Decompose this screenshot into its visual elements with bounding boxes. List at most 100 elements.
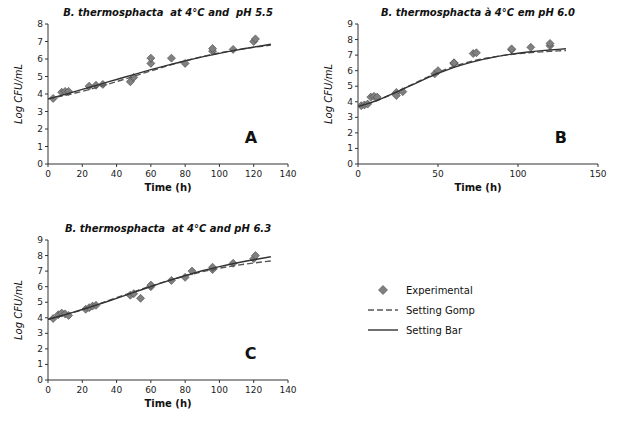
x-tick-label: 140 [279,385,296,395]
x-tick [219,380,220,383]
panel: 0501001500123456789B. thermosphacta à 4°… [323,7,607,193]
y-tick [355,164,358,165]
x-tick-label: 40 [111,169,123,179]
point [546,39,554,47]
y-tick-label: 5 [37,72,43,82]
x-axis-line [358,164,598,165]
y-tick-label: 9 [347,19,353,29]
line [48,44,271,99]
x-tick [288,380,289,383]
y-tick [355,24,358,25]
x-axis-line [48,380,288,381]
x-axis-label: Time (h) [144,398,191,409]
series [358,49,566,107]
y-tick-label: 3 [347,112,353,122]
point [508,45,516,53]
point [251,35,259,43]
line [358,51,566,107]
x-tick-label: 100 [211,169,228,179]
plot-area [358,39,566,109]
y-tick [355,86,358,87]
y-tick [355,70,358,71]
point [167,54,175,62]
y-tick [45,111,48,112]
series [358,51,566,107]
y-tick [45,333,48,334]
title: B. thermosphacta à 4°C em pH 6.0 [381,7,575,18]
y-tick-label: 9 [37,235,43,245]
panel: 020406080100120140012345678B. thermospha… [13,7,297,193]
series [48,44,271,99]
x-tick-label: 0 [355,169,361,179]
x-tick-label: 120 [245,385,262,395]
y-tick-label: 6 [37,282,43,292]
chart: 020406080100120140012345678B. thermospha… [0,0,617,433]
x-tick-label: 80 [179,385,191,395]
y-tick [45,76,48,77]
line [358,49,566,107]
y-tick-label: 2 [37,344,43,354]
y-tick-label: 4 [37,313,43,323]
series [49,252,259,323]
y-tick [45,129,48,130]
y-tick-label: 6 [347,66,353,76]
y-axis-label: Log CFU/mL [13,280,24,340]
y-tick [45,271,48,272]
y-axis-label: Log CFU/mL [13,64,24,124]
x-tick [185,380,186,383]
y-tick [45,164,48,165]
point [137,294,145,302]
x-axis-label: Time (h) [454,182,501,193]
x-tick-label: 40 [111,385,123,395]
x-tick-label: 150 [589,169,606,179]
y-tick-label: 7 [37,266,43,276]
y-tick-label: 1 [37,142,43,152]
y-tick-label: 0 [347,159,353,169]
point [450,59,458,67]
y-tick [355,101,358,102]
line [48,45,271,99]
point [508,46,516,54]
plot-area [48,35,271,103]
y-tick-label: 3 [37,328,43,338]
legend-marker [379,286,388,295]
y-axis-line [48,240,49,380]
x-tick [185,164,186,167]
y-tick [45,41,48,42]
y-tick-label: 0 [37,159,43,169]
panel-label: B [555,128,567,147]
x-tick-label: 0 [45,169,51,179]
y-tick [45,94,48,95]
y-tick-label: 2 [347,128,353,138]
x-tick [82,380,83,383]
x-axis-label: Time (h) [144,182,191,193]
y-tick-label: 1 [347,143,353,153]
x-tick [150,164,151,167]
y-tick-label: 4 [347,97,353,107]
x-tick [598,164,599,167]
x-tick-label: 20 [77,385,89,395]
x-tick [219,164,220,167]
point [527,43,535,51]
y-tick-label: 1 [37,359,43,369]
series [358,39,554,109]
x-tick-label: 50 [432,169,444,179]
y-tick [45,286,48,287]
y-tick-label: 8 [37,251,43,261]
y-tick [45,24,48,25]
series [48,257,271,320]
y-tick-label: 0 [37,375,43,385]
y-tick-label: 7 [347,50,353,60]
x-tick-label: 120 [245,169,262,179]
y-tick-label: 2 [37,124,43,134]
y-tick-label: 7 [37,37,43,47]
y-tick-label: 5 [347,81,353,91]
y-tick-label: 8 [37,19,43,29]
x-tick-label: 60 [145,169,157,179]
point [209,45,217,53]
title: B. thermosphacta at 4°C and pH 5.5 [63,7,273,18]
series [48,45,271,99]
y-tick [355,117,358,118]
y-tick [45,255,48,256]
x-tick [116,164,117,167]
